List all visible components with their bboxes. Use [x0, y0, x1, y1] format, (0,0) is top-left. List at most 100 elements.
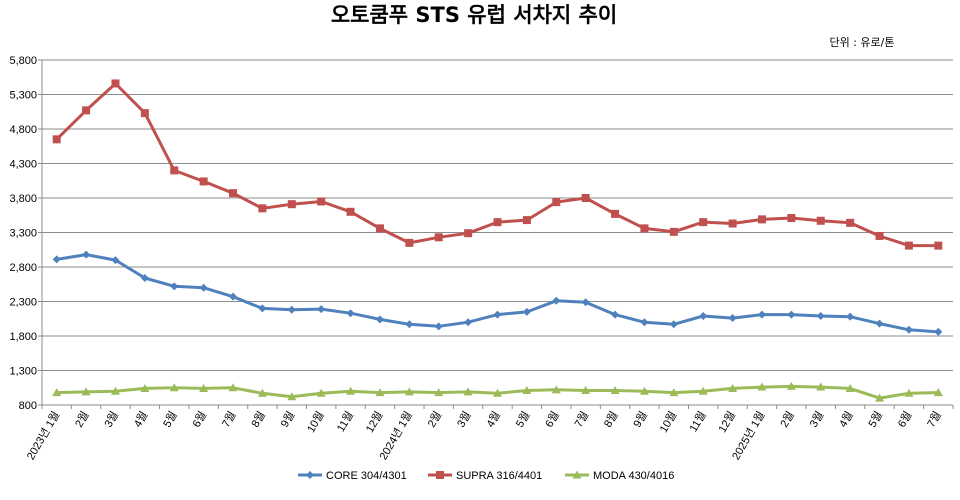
- data-point: [669, 320, 678, 329]
- data-point: [434, 388, 444, 397]
- data-point: [610, 386, 620, 395]
- data-point: [170, 282, 179, 291]
- y-tick-label: 2,300: [9, 297, 37, 309]
- data-point: [140, 383, 150, 392]
- chart-title: 오토쿰푸 STS 유럽 서차지 추이: [331, 3, 617, 27]
- data-point: [199, 283, 208, 292]
- data-point: [375, 224, 384, 233]
- x-tick-label: 12월: [363, 409, 385, 435]
- legend-item: SUPRA 316/4401: [428, 470, 542, 482]
- data-point: [581, 386, 591, 395]
- gridlines: [42, 59, 953, 371]
- series-0: [52, 250, 943, 336]
- data-point: [699, 218, 708, 227]
- x-tick-label: 6월: [895, 409, 914, 430]
- y-tick-label: 5,800: [9, 55, 37, 67]
- y-tick-label: 2,800: [9, 262, 37, 274]
- x-tick-label: 10월: [657, 409, 679, 435]
- legend-swatch-marker: [436, 471, 444, 479]
- data-point: [434, 233, 443, 242]
- data-point: [846, 312, 855, 321]
- data-point: [258, 304, 267, 313]
- data-point: [816, 382, 826, 391]
- data-point: [81, 387, 91, 396]
- data-point: [640, 224, 649, 233]
- x-tick-label: 11월: [334, 409, 356, 434]
- data-point: [728, 383, 738, 392]
- data-point: [640, 318, 649, 327]
- data-point: [434, 322, 443, 331]
- data-point: [464, 318, 473, 327]
- y-tick-label: 4,300: [9, 159, 37, 171]
- data-point: [199, 383, 209, 392]
- data-point: [934, 327, 943, 336]
- data-point: [522, 307, 531, 316]
- x-tick-label: 3월: [454, 409, 473, 430]
- x-tick-label: 5월: [160, 409, 179, 430]
- data-point: [787, 214, 796, 223]
- data-point: [52, 135, 61, 144]
- data-point: [287, 392, 297, 401]
- data-point: [728, 219, 737, 228]
- data-point: [110, 386, 120, 395]
- data-point: [493, 388, 502, 397]
- data-point: [757, 382, 767, 391]
- data-point: [287, 305, 296, 314]
- unit-note: 단위 : 유로/톤: [829, 36, 894, 49]
- data-point: [405, 320, 414, 329]
- y-tick-label: 5,300: [9, 90, 37, 102]
- x-tick-label: 5월: [513, 409, 532, 430]
- x-tick-label: 7월: [925, 409, 944, 430]
- x-tick-label: 4월: [131, 409, 150, 430]
- series-1: [52, 79, 943, 250]
- data-point: [229, 189, 238, 198]
- data-point: [464, 229, 473, 238]
- data-point: [552, 198, 561, 207]
- data-point: [493, 218, 502, 227]
- x-tick-label: 3월: [807, 409, 826, 430]
- data-point: [934, 241, 943, 250]
- data-point: [405, 238, 414, 247]
- y-tick-label: 4,800: [9, 124, 37, 136]
- data-point: [816, 311, 825, 320]
- data-point: [875, 393, 885, 402]
- data-point: [551, 385, 561, 394]
- legend-swatch-marker: [306, 471, 314, 479]
- data-point: [581, 298, 590, 307]
- y-tick-label: 3,300: [9, 228, 37, 240]
- data-point: [140, 109, 149, 118]
- data-point: [787, 310, 796, 319]
- x-tick-label: 7월: [572, 409, 591, 430]
- data-point: [316, 388, 326, 397]
- x-tick-label: 2월: [425, 409, 444, 430]
- data-point: [404, 387, 414, 396]
- data-point: [317, 305, 326, 314]
- data-point: [111, 256, 120, 265]
- data-point: [728, 314, 737, 323]
- x-tick-label: 2월: [72, 409, 91, 430]
- data-point: [375, 388, 385, 397]
- data-point: [346, 386, 356, 395]
- series-line: [56, 253, 939, 334]
- data-point: [757, 215, 766, 224]
- data-point: [904, 241, 913, 250]
- legend-item: CORE 304/4301: [298, 470, 407, 482]
- x-tick-label: 5월: [866, 409, 885, 430]
- x-tick-label: 9월: [631, 409, 650, 430]
- data-point: [170, 166, 179, 175]
- legend-label: SUPRA 316/4401: [456, 470, 542, 482]
- data-point: [493, 310, 502, 319]
- x-tick-label: 6월: [542, 409, 561, 430]
- data-point: [904, 325, 913, 334]
- data-point: [257, 388, 267, 397]
- data-point: [317, 197, 326, 206]
- data-point: [639, 386, 649, 395]
- data-point: [875, 319, 884, 328]
- data-point: [581, 194, 590, 202]
- x-tick-label: 9월: [278, 409, 297, 430]
- data-point: [169, 383, 179, 392]
- y-tick-label: 3,800: [9, 193, 37, 205]
- data-point: [346, 309, 355, 318]
- data-point: [52, 388, 62, 397]
